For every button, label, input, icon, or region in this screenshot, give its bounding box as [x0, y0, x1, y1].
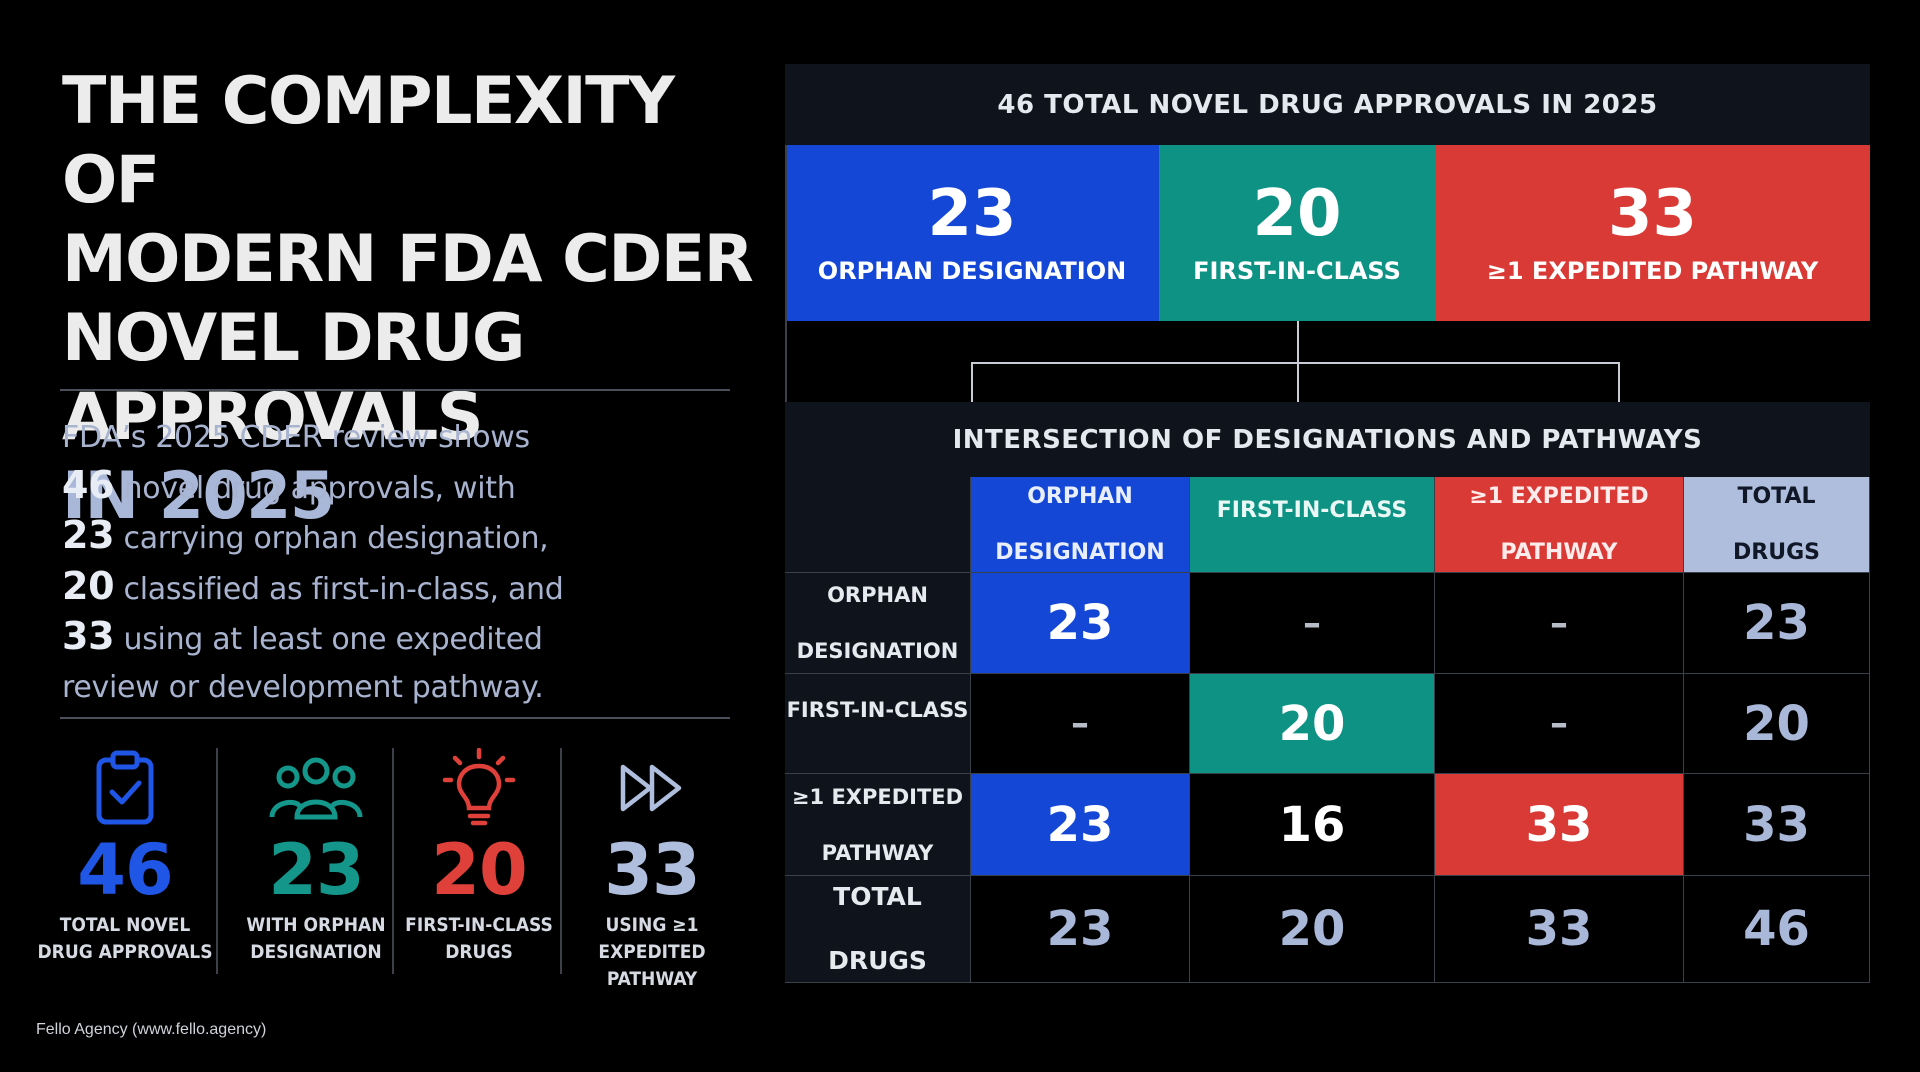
matrix-cell: 23	[1684, 573, 1870, 674]
matrix-cell: 23	[971, 876, 1190, 983]
kpi-orphan: 23 ORPHAN DESIGNATION	[785, 145, 1159, 321]
kpi-label: ≥1 EXPEDITED PATHWAY	[1486, 257, 1819, 285]
cell-label-line: ORPHAN	[1027, 483, 1133, 509]
summary-number: 33	[62, 614, 115, 658]
matrix-cell: 33	[1684, 774, 1870, 876]
intersection-matrix: ORPHAN DESIGNATION FIRST-IN-CLASS ≥1 EXPEDI…	[785, 477, 1870, 983]
title-year: IN 2025	[62, 459, 335, 534]
fast-forward-icon	[564, 748, 740, 828]
kpi-value: 20	[1252, 177, 1342, 251]
kpi-value: 23	[927, 177, 1017, 251]
divider	[60, 717, 730, 719]
panel-header: 46 TOTAL NOVEL DRUG APPROVALS IN 2025	[785, 64, 1870, 145]
matrix-cell: 20	[1190, 876, 1435, 983]
matrix-cell: 20	[1190, 674, 1435, 774]
title-line: MODERN FDA CDER	[62, 222, 754, 297]
approvals-panel: 46 TOTAL NOVEL DRUG APPROVALS IN 2025 23…	[785, 64, 1870, 983]
matrix-cell: 23	[971, 573, 1190, 674]
kpi-label: ORPHAN DESIGNATION	[817, 257, 1127, 285]
connector-line	[1297, 321, 1299, 402]
summary-number: 46	[62, 462, 115, 507]
stat-label: USING ≥1 EXPEDITED PATHWAY	[598, 914, 706, 990]
cell-label-line: PATHWAY	[821, 840, 934, 865]
people-group-icon	[220, 748, 412, 828]
title-line: NOVEL DRUG APPROVALS	[62, 301, 525, 455]
cell-label-line: PATHWAY	[1500, 539, 1618, 565]
connector-line	[1618, 362, 1620, 402]
divider	[216, 748, 218, 974]
divider	[392, 748, 394, 974]
stat-value: 23	[268, 829, 364, 911]
summary-number: 20	[62, 563, 115, 608]
clipboard-check-icon	[30, 748, 220, 828]
matrix-cell: –	[1435, 674, 1684, 774]
matrix-col-header: ≥1 EXPEDITED PATHWAY	[1435, 477, 1684, 573]
stat-value: 46	[77, 829, 173, 911]
connector-line	[971, 362, 1619, 364]
matrix-cell: 33	[1435, 774, 1684, 876]
matrix-col-header: TOTAL DRUGS	[1684, 477, 1870, 573]
summary-line: review or development pathway.	[62, 669, 544, 705]
lightbulb-icon	[394, 748, 564, 828]
page-title: THE COMPLEXITY OF MODERN FDA CDER NOVEL …	[62, 62, 762, 536]
kpi-label: FIRST-IN-CLASS	[1193, 257, 1401, 285]
matrix-corner	[785, 477, 971, 573]
summary-line: classified as first-in-class, and	[114, 571, 564, 607]
cell-label-line: TOTAL	[1737, 483, 1816, 509]
cell-label-line: DRUGS	[828, 946, 927, 975]
cell-label-line: FIRST-IN-CLASS	[1216, 497, 1408, 523]
kpi-value: 33	[1607, 177, 1698, 251]
stat-label: WITH ORPHAN DESIGNATION	[246, 914, 386, 963]
cell-label-line: DESIGNATION	[796, 639, 959, 663]
kpi-first-in-class: 20 FIRST-IN-CLASS	[1159, 145, 1435, 321]
stat-label: TOTAL NOVEL DRUG APPROVALS	[37, 914, 213, 963]
stat-value: 20	[431, 829, 527, 911]
cell-label-line: DESIGNATION	[995, 539, 1165, 565]
title-line: THE COMPLEXITY OF	[62, 64, 675, 218]
cell-label-line: DRUGS	[1733, 539, 1820, 565]
stat-value: 33	[604, 829, 700, 911]
cell-label-line: ≥1 EXPEDITED	[1469, 483, 1649, 509]
cell-label-line: ≥1 EXPEDITED	[791, 784, 964, 809]
stat-label: FIRST-IN-CLASS DRUGS	[405, 914, 553, 963]
matrix-cell: –	[1190, 573, 1435, 674]
matrix-cell: –	[1435, 573, 1684, 674]
stat-first-in-class: 20 FIRST-IN-CLASS DRUGS	[394, 748, 564, 974]
cell-label-line: TOTAL	[833, 882, 922, 911]
summary-line: carrying orphan designation,	[114, 521, 549, 556]
matrix-col-header: FIRST-IN-CLASS	[1190, 477, 1435, 573]
summary-line: novel drug approvals, with	[114, 470, 516, 506]
matrix-cell: 16	[1190, 774, 1435, 876]
stat-expedited: 33 USING ≥1 EXPEDITED PATHWAY	[564, 748, 740, 990]
matrix-row-header: ORPHAN DESIGNATION	[785, 573, 971, 674]
connector-line	[971, 362, 973, 402]
divider	[560, 748, 562, 974]
summary-line: using at least one expedited	[114, 622, 543, 657]
matrix-cell: 23	[971, 774, 1190, 876]
matrix-cell: 20	[1684, 674, 1870, 774]
stat-total-approvals: 46 TOTAL NOVEL DRUG APPROVALS	[30, 748, 220, 974]
summary-line: FDA’s 2025 CDER review shows	[62, 420, 530, 455]
kpi-expedited: 33 ≥1 EXPEDITED PATHWAY	[1435, 145, 1870, 321]
summary-text: FDA’s 2025 CDER review shows 46 novel dr…	[62, 414, 722, 711]
matrix-cell: 33	[1435, 876, 1684, 983]
matrix-row-header: FIRST-IN-CLASS	[785, 674, 971, 774]
matrix-col-header: ORPHAN DESIGNATION	[971, 477, 1190, 573]
stat-orphan: 23 WITH ORPHAN DESIGNATION	[220, 748, 412, 974]
matrix-cell: –	[971, 674, 1190, 774]
summary-number: 23	[62, 513, 115, 557]
cell-label-line: FIRST-IN-CLASS	[786, 697, 969, 722]
stats-row: 46 TOTAL NOVEL DRUG APPROVALS 23 WITH ORP…	[30, 748, 740, 990]
matrix-row-header: ≥1 EXPEDITED PATHWAY	[785, 774, 971, 876]
cell-label-line: ORPHAN	[827, 583, 928, 607]
matrix-cell: 46	[1684, 876, 1870, 983]
divider	[60, 389, 730, 391]
footer-credit: Fello Agency (www.fello.agency)	[36, 1021, 267, 1038]
matrix-row-header: TOTAL DRUGS	[785, 876, 971, 983]
matrix-header: INTERSECTION OF DESIGNATIONS AND PATHWAY…	[785, 402, 1870, 477]
